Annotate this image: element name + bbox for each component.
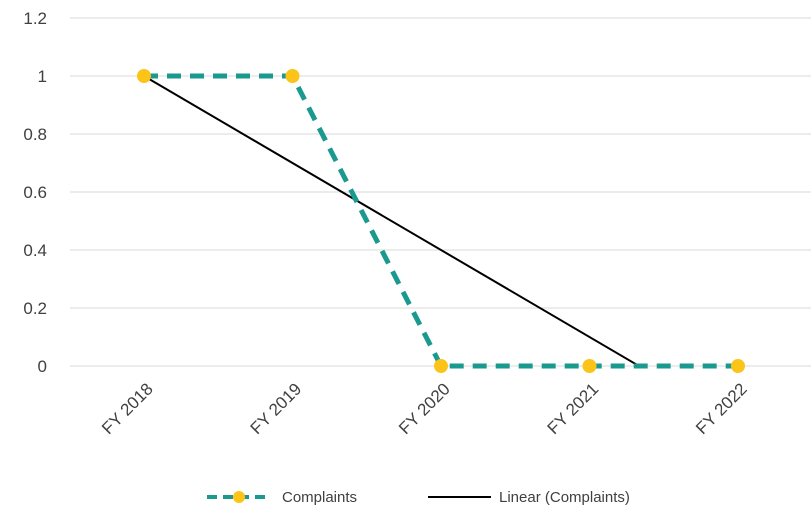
x-tick-label: FY 2018 bbox=[98, 379, 157, 438]
y-tick-label: 0.8 bbox=[23, 125, 47, 144]
x-tick-label: FY 2021 bbox=[544, 379, 603, 438]
legend-complaints-marker bbox=[233, 491, 245, 503]
trendline-linear-complaints bbox=[143, 75, 640, 367]
trendline-layer bbox=[143, 75, 640, 367]
series-layer bbox=[137, 69, 745, 373]
data-point-complaints bbox=[731, 359, 745, 373]
x-axis: FY 2018 FY 2019 FY 2020 FY 2021 FY 2022 bbox=[98, 379, 751, 438]
legend-complaints-label: Complaints bbox=[282, 489, 357, 506]
x-tick-label: FY 2022 bbox=[692, 379, 751, 438]
y-axis: 0 0.2 0.4 0.6 0.8 1 1.2 bbox=[23, 9, 47, 376]
x-tick-label: FY 2020 bbox=[395, 379, 454, 438]
data-point-complaints bbox=[582, 359, 597, 373]
y-tick-label: 0.2 bbox=[23, 299, 47, 318]
y-tick-label: 1 bbox=[38, 67, 47, 86]
data-point-complaints bbox=[285, 69, 300, 83]
data-point-complaints bbox=[137, 69, 151, 83]
y-tick-label: 1.2 bbox=[23, 9, 47, 28]
legend: Complaints Linear (Complaints) bbox=[207, 489, 630, 506]
series-line-complaints bbox=[144, 73, 738, 369]
x-tick-label: FY 2019 bbox=[247, 379, 306, 438]
gridlines bbox=[70, 17, 811, 367]
y-tick-label: 0.6 bbox=[23, 183, 47, 202]
legend-linear-label: Linear (Complaints) bbox=[499, 489, 630, 506]
y-tick-label: 0 bbox=[38, 357, 47, 376]
data-point-complaints bbox=[434, 359, 448, 373]
y-tick-label: 0.4 bbox=[23, 241, 47, 260]
